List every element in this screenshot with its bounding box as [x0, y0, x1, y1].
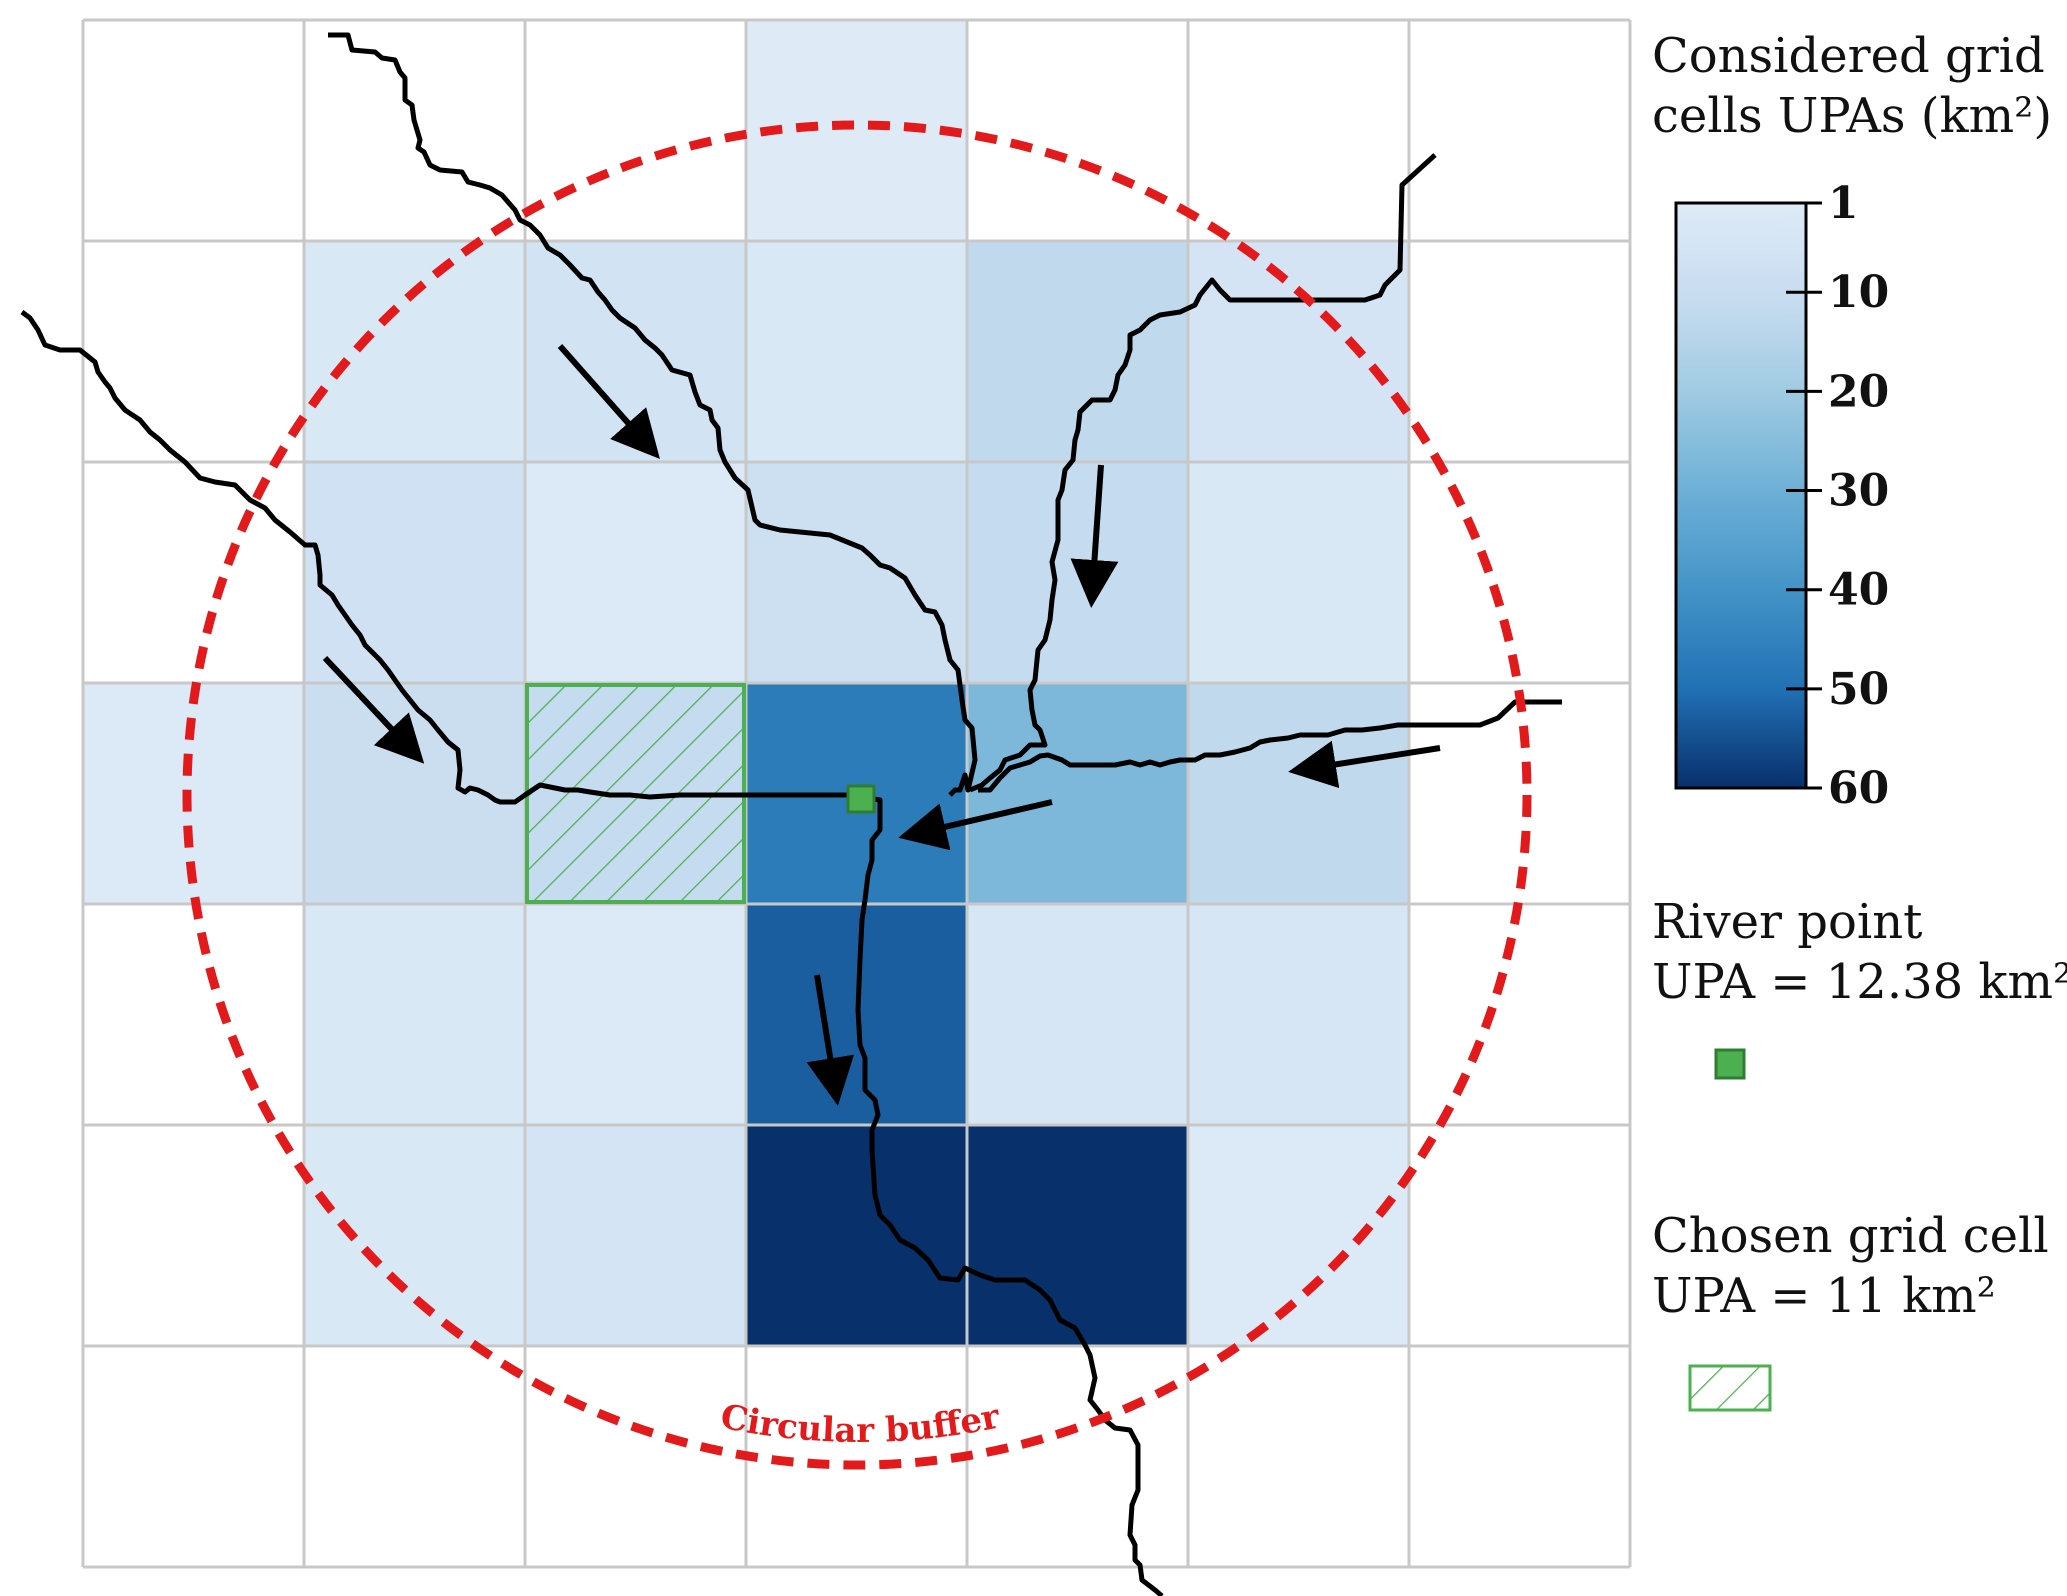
flow-arrow	[1070, 464, 1119, 608]
grid-cell-empty	[1409, 1125, 1630, 1346]
grid-cell-empty	[1409, 20, 1630, 241]
chosen-cell-legend-line2: UPA = 11 km²	[1652, 1268, 1996, 1324]
colorbar-tick-label: 30	[1828, 466, 1889, 517]
grid-cell-empty	[1409, 241, 1630, 462]
river-northeast-branch	[969, 153, 1437, 793]
grid-cell-empty	[967, 20, 1188, 241]
chosen-cell-legend: Chosen grid cell UPA = 11 km²	[1652, 1208, 2049, 1412]
flow-arrow	[557, 344, 660, 459]
grid-cell-empty	[967, 1346, 1188, 1567]
grid-cell-upa	[1188, 241, 1409, 462]
grid-cell-upa	[304, 1125, 525, 1346]
grid-cell-upa	[1188, 1125, 1409, 1346]
grid-cell-upa	[1188, 904, 1409, 1125]
grid-cell-empty	[304, 1346, 525, 1567]
colorbar-ticks: 1 10 20 30 40 50 60	[1786, 178, 1889, 814]
grid-cell-empty	[83, 1346, 304, 1567]
grid-cell-upa	[1188, 462, 1409, 683]
river-north-branch	[328, 32, 978, 797]
grid-cell-upa	[525, 904, 746, 1125]
grid-cell-empty	[1409, 904, 1630, 1125]
river-south-main	[855, 794, 1164, 1596]
grid-cell-empty	[304, 20, 525, 241]
grid-cell-upa	[304, 683, 525, 904]
colorbar-legend: Considered grid cells UPAs (km²) 1 10 20 30…	[1652, 28, 2052, 814]
chosen-cell-legend-swatch	[1688, 1364, 1772, 1412]
grid-cell-upa	[525, 462, 746, 683]
grid-cell-upa	[967, 1125, 1188, 1346]
grid-cell-empty	[83, 904, 304, 1125]
grid-cell-empty	[83, 241, 304, 462]
river-point-legend: River point UPA = 12.38 km²	[1652, 894, 2067, 1080]
river-east-branch	[978, 699, 1562, 793]
grid-cell-upa	[967, 904, 1188, 1125]
grid-cell-upa	[304, 462, 525, 683]
grid-cell-upa	[746, 1125, 967, 1346]
grid-cell-upa	[746, 20, 967, 241]
river-point-legend-line1: River point	[1652, 894, 1922, 950]
grid-cell-upa	[746, 241, 967, 462]
grid-cell-empty	[83, 20, 304, 241]
colorbar-tick-label: 20	[1828, 366, 1889, 417]
river-point-legend-swatch	[1714, 1048, 1746, 1080]
flow-arrow	[1288, 740, 1441, 789]
grid-cell-empty	[83, 1125, 304, 1346]
colorbar-tick-label: 1	[1828, 178, 1859, 229]
colorbar-tick-label: 50	[1828, 664, 1889, 715]
grid-cell-empty	[1409, 1346, 1630, 1567]
grid-cell-upa	[746, 462, 967, 683]
grid-cell-empty	[525, 1346, 746, 1567]
grid-cell-upa	[967, 683, 1188, 904]
grid-cell-upa	[525, 1125, 746, 1346]
colorbar	[1674, 201, 1808, 790]
grid-cell-upa	[967, 462, 1188, 683]
river-west-branch	[20, 310, 863, 805]
colorbar-tick-label: 10	[1828, 267, 1889, 318]
colorbar-tick-label: 40	[1828, 565, 1889, 616]
grid-cell-upa	[1188, 683, 1409, 904]
flow-arrows	[322, 344, 1441, 1106]
circular-buffer	[182, 120, 1532, 1470]
colorbar-title-line1: Considered grid	[1652, 28, 2045, 84]
colorbar-tick-label: 60	[1828, 763, 1889, 814]
river-point-legend-line2: UPA = 12.38 km²	[1652, 954, 2067, 1010]
grid-cell-empty	[83, 462, 304, 683]
flow-arrow	[322, 655, 425, 764]
grid-cell-empty	[1409, 462, 1630, 683]
grid-cell-empty	[525, 20, 746, 241]
river-network	[20, 32, 1562, 1596]
grid-cell-upa	[304, 904, 525, 1125]
flow-arrow	[898, 799, 1053, 851]
grid-cell-upa	[304, 241, 525, 462]
grid-cell-empty	[1188, 1346, 1409, 1567]
grid-cell-empty	[1188, 20, 1409, 241]
flow-arrow	[806, 974, 855, 1106]
chosen-cell-legend-line1: Chosen grid cell	[1652, 1208, 2049, 1264]
river-point-marker	[846, 784, 876, 814]
colorbar-title-line2: cells UPAs (km²)	[1652, 88, 2052, 144]
upa-grid-cells	[83, 20, 1630, 1567]
